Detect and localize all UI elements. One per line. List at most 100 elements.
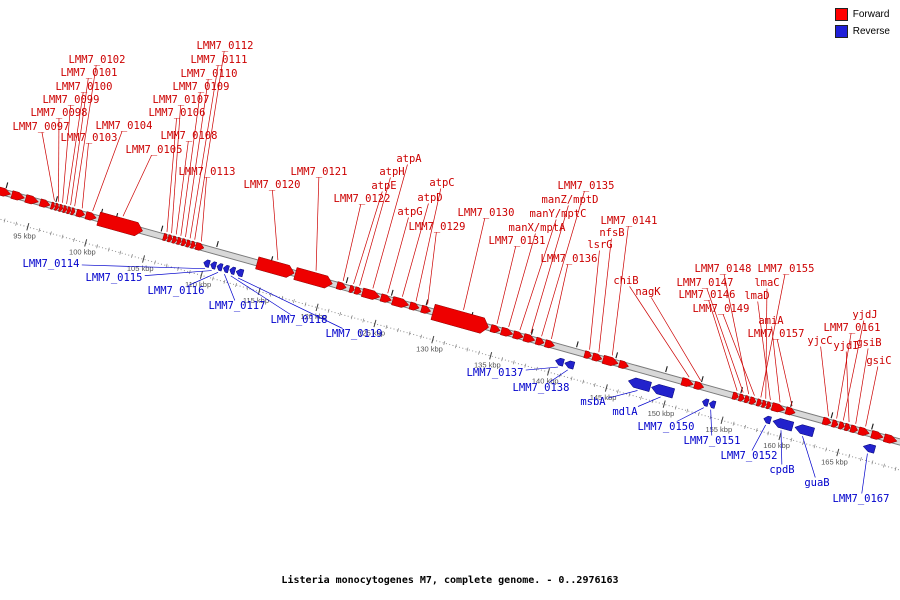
- gene-LMM7_0149: [748, 396, 757, 405]
- gene-LMM7_0150: [702, 398, 710, 407]
- scale-tick-label: 160 kbp: [763, 441, 790, 450]
- gene-label-LMM7_0099: LMM7_0099: [43, 94, 100, 106]
- scale-minor-tick: [744, 424, 747, 429]
- gene-LMM7_0130: [430, 303, 489, 334]
- gene-label-LMM7_0155: LMM7_0155: [758, 263, 815, 275]
- gene-unlabeled: [38, 198, 51, 208]
- reverse-strand-swatch: [834, 25, 848, 38]
- gene-LMM7_0109: [176, 236, 182, 245]
- scale-minor-tick: [154, 260, 156, 265]
- scale-minor-tick: [235, 282, 237, 288]
- scale-minor-tick: [640, 395, 642, 400]
- scale-tick-label: 105 kbp: [127, 264, 154, 273]
- leader-line: [802, 436, 816, 478]
- gene-label-LMM7_0101: LMM7_0101: [61, 67, 118, 79]
- gene-yjdJ: [837, 421, 845, 430]
- gene-LMM7_0161: [830, 419, 839, 428]
- gene-atpA: [360, 287, 381, 300]
- legend-item-reverse: Reverse: [834, 25, 890, 38]
- gene-lsrG: [583, 350, 592, 359]
- leader-line: [496, 246, 517, 324]
- gene-LMM7_0108: [171, 235, 178, 244]
- scale-minor-tick: [894, 466, 897, 471]
- leader-line: [237, 277, 343, 329]
- gene-label-LMM7_0147: LMM7_0147: [677, 277, 734, 289]
- leader-line: [598, 238, 612, 353]
- gene-label-chiB: chiB: [613, 275, 638, 287]
- feature-mark: [830, 412, 834, 419]
- scale-major-tick: [604, 384, 608, 392]
- scale-minor-tick: [686, 408, 689, 413]
- gene-label-yjcC: yjcC: [807, 335, 832, 347]
- leader-line: [415, 188, 442, 302]
- gene-LMM7_0131: [489, 324, 501, 334]
- leader-line: [171, 105, 181, 234]
- gene-label-atpA: atpA: [396, 153, 422, 165]
- leader-line: [722, 314, 755, 396]
- scale-major-tick: [778, 432, 782, 441]
- scale-tick-label: 140 kbp: [532, 377, 559, 386]
- scale-tick-label: 110 kbp: [185, 280, 211, 289]
- feature-mark: [701, 376, 704, 383]
- gene-label-LMM7_0106: LMM7_0106: [149, 107, 206, 119]
- gene-LMM7_0119: [235, 268, 245, 278]
- leader-line: [751, 424, 766, 451]
- scale-minor-tick: [350, 315, 353, 320]
- gene-chiB: [680, 377, 694, 387]
- scale-tick-label: 165 kbp: [821, 457, 848, 466]
- scale-minor-tick: [96, 244, 99, 249]
- gene-LMM7_0120: [255, 256, 295, 278]
- scale-minor-tick: [73, 237, 75, 242]
- leader-line: [372, 164, 408, 289]
- leader-line: [508, 233, 536, 327]
- scale-minor-tick: [512, 360, 515, 365]
- leader-line: [551, 264, 569, 340]
- leader-line: [81, 143, 89, 209]
- gene-label-yjdI: yjdI: [833, 340, 858, 352]
- gene-label-gsiB: gsiB: [856, 337, 881, 349]
- gene-atpH: [353, 286, 362, 295]
- gene-label-LMM7_0117: LMM7_0117: [209, 300, 266, 312]
- gene-LMM7_0148: [743, 395, 750, 404]
- scale-major-tick: [662, 400, 666, 408]
- leader-line: [530, 205, 569, 334]
- gene-gsiC: [857, 426, 870, 436]
- gene-label-LMM7_0146: LMM7_0146: [679, 289, 736, 301]
- gene-label-LMM7_0107: LMM7_0107: [153, 94, 210, 106]
- leader-line: [81, 264, 206, 270]
- gene-label-LMM7_0129: LMM7_0129: [409, 221, 466, 233]
- gene-LMM7_0152: [763, 415, 772, 425]
- scale-tick-label: 155 kbp: [705, 425, 732, 434]
- scale-minor-tick: [859, 457, 862, 462]
- scale-minor-tick: [408, 331, 411, 336]
- gene-label-LMM7_0103: LMM7_0103: [61, 132, 118, 144]
- scale-minor-tick: [732, 421, 735, 426]
- gene-LMM7_0147: [737, 393, 745, 402]
- feature-mark: [530, 328, 534, 335]
- leader-line: [166, 118, 177, 232]
- feature-mark: [615, 352, 619, 359]
- gene-LMM7_0118: [229, 266, 237, 275]
- gene-LMM7_0157: [784, 406, 796, 416]
- scale-minor-tick: [420, 334, 423, 339]
- scale-minor-tick: [616, 389, 619, 394]
- leader-line: [548, 369, 568, 383]
- gene-label-LMM7_0149: LMM7_0149: [693, 303, 750, 315]
- leader-line: [402, 203, 429, 297]
- gene-LMM7_0122: [335, 281, 347, 291]
- scale-minor-tick: [38, 228, 41, 233]
- gene-LMM7_0099: [58, 203, 64, 212]
- gene-atpG: [379, 293, 392, 303]
- gene-label-LMM7_0113: LMM7_0113: [179, 166, 236, 178]
- leader-line: [201, 177, 207, 242]
- scale-tick-label: 135 kbp: [474, 361, 501, 370]
- scale-tick-label: 150 kbp: [648, 409, 675, 418]
- leader-line: [66, 92, 84, 204]
- gene-label-atpH: atpH: [379, 166, 404, 178]
- gene-atpC: [408, 301, 420, 311]
- leader-line: [175, 141, 189, 235]
- gene-label-LMM7_0135: LMM7_0135: [558, 180, 615, 192]
- scale-minor-tick: [501, 357, 504, 362]
- leader-line: [855, 348, 869, 424]
